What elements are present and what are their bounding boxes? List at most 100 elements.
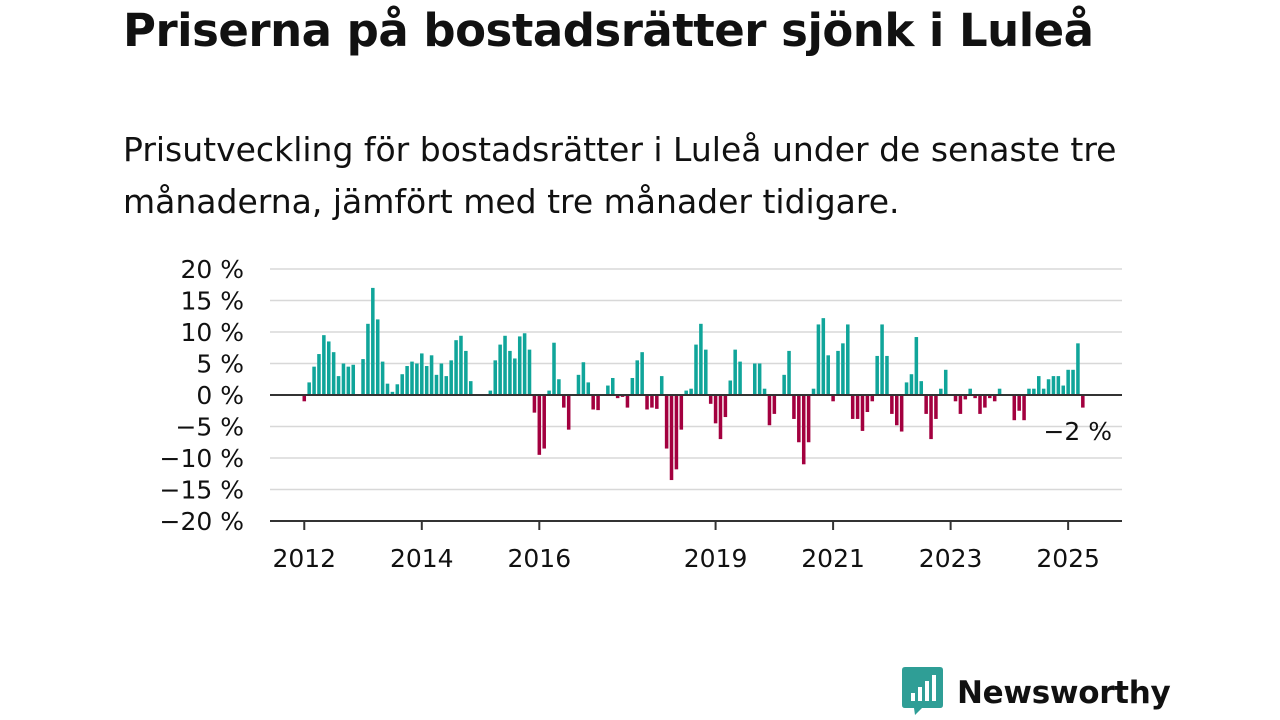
chart-title: Priserna på bostadsrätter sjönk i Luleå: [123, 4, 1094, 57]
y-tick-label: 10 %: [180, 318, 244, 347]
bar: [429, 355, 434, 395]
bar: [860, 395, 865, 431]
bar: [1017, 395, 1021, 411]
x-tick-label: 2016: [507, 544, 571, 573]
bar: [630, 377, 635, 395]
bar: [978, 395, 982, 414]
bar: [1027, 388, 1031, 395]
bar: [728, 380, 733, 395]
bar: [718, 395, 723, 440]
bar: [806, 395, 811, 443]
bar: [875, 355, 879, 395]
bar: [591, 395, 595, 410]
bar: [346, 366, 351, 395]
bar: [566, 395, 571, 430]
bar: [459, 335, 463, 395]
bar: [420, 353, 424, 395]
bar: [787, 350, 791, 395]
bar: [385, 383, 390, 395]
bar: [664, 395, 669, 449]
bar: [988, 395, 992, 399]
bar: [454, 340, 458, 395]
bar: [782, 374, 786, 395]
y-tick-label: −20 %: [160, 507, 244, 536]
bar: [552, 342, 556, 395]
bar: [659, 376, 664, 395]
bar: [899, 395, 904, 432]
bar: [767, 395, 772, 426]
bar: [498, 344, 502, 395]
bar: [488, 390, 493, 395]
x-tick-label: 2023: [919, 544, 983, 573]
latest-value-label: −2 %: [1043, 417, 1112, 446]
newsworthy-logo: Newsworthy: [902, 666, 1171, 716]
bar: [371, 287, 375, 395]
bar: [557, 379, 561, 395]
bar: [542, 395, 546, 449]
bar: [517, 336, 522, 395]
bar: [547, 390, 551, 395]
y-tick-label: 0 %: [196, 381, 244, 410]
bar: [846, 324, 850, 395]
x-tick-labels: 2012 2014 2016 2019 2021 2023 2025: [272, 544, 1099, 573]
bar: [997, 388, 1002, 395]
bar: [684, 390, 688, 395]
bar: [341, 363, 346, 395]
y-tick-label: −10 %: [160, 444, 244, 473]
bar: [527, 349, 532, 395]
bar: [885, 355, 889, 395]
bar: [503, 335, 507, 395]
bar: [821, 318, 826, 395]
bar: [635, 360, 640, 395]
bar: [361, 359, 365, 395]
bar: [674, 395, 679, 470]
brand-name: Newsworthy: [957, 675, 1171, 711]
bar: [1071, 369, 1075, 395]
bar: [1012, 395, 1017, 421]
bar: [395, 384, 400, 395]
bar: [1076, 343, 1080, 395]
x-tick-label: 2019: [684, 544, 748, 573]
bar: [895, 395, 899, 426]
bars: [302, 287, 1085, 481]
bar: [909, 374, 914, 395]
bar: [836, 350, 840, 395]
bar: [390, 391, 395, 395]
bar: [327, 341, 331, 395]
axes: [270, 394, 1122, 530]
bar: [366, 323, 370, 395]
x-tick-label: 2014: [390, 544, 454, 573]
bar: [434, 374, 439, 395]
bar: [645, 395, 649, 410]
bar: [797, 395, 801, 443]
annotations: −2 %: [1043, 417, 1112, 446]
bar: [532, 395, 537, 413]
bar-chart-speech-bubble-icon: [902, 666, 943, 720]
bar: [1056, 376, 1061, 395]
bar: [424, 366, 429, 395]
bar: [469, 381, 473, 395]
bar: [351, 364, 356, 395]
bar: [1041, 388, 1046, 395]
bar: [973, 395, 977, 399]
chart-subtitle: Prisutveckling för bostadsrätter i Luleå…: [123, 130, 1117, 221]
bar: [831, 395, 835, 402]
bar: [513, 358, 517, 395]
y-tick-label: 15 %: [180, 287, 244, 316]
bar: [850, 395, 855, 419]
bar: [415, 363, 419, 395]
bar: [317, 354, 321, 395]
bar: [640, 352, 644, 395]
bar: [576, 374, 581, 395]
bar: [929, 395, 933, 440]
bar: [792, 395, 796, 419]
bar: [464, 350, 468, 395]
bar: [723, 395, 728, 418]
bar: [841, 343, 845, 395]
bar: [870, 395, 875, 402]
x-tick-label: 2012: [272, 544, 336, 573]
bar: [704, 349, 708, 395]
bar: [611, 377, 615, 395]
bar: [689, 388, 693, 395]
bar: [772, 395, 777, 414]
